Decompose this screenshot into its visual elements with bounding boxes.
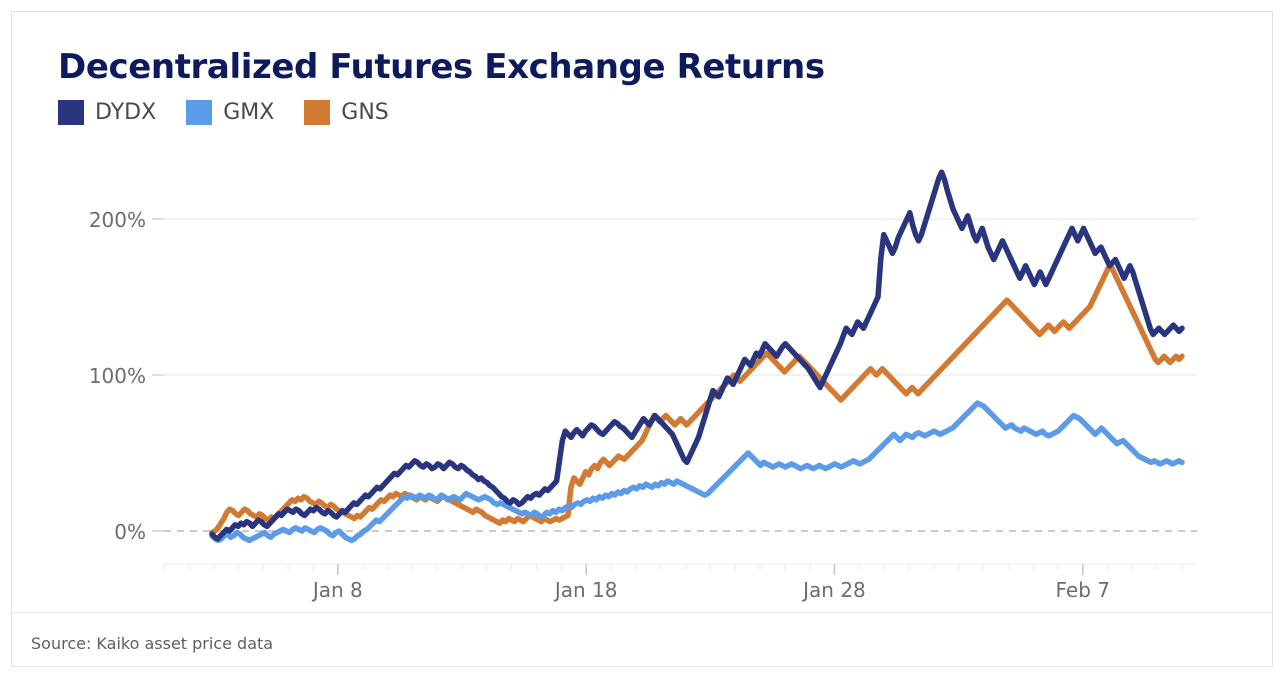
x-tick-label: Jan 8: [311, 578, 363, 602]
legend-swatch-gns: [304, 100, 331, 125]
legend-label-gns: GNS: [341, 99, 389, 125]
x-tick-label: Jan 28: [801, 578, 866, 602]
x-tick-label: Feb 7: [1056, 578, 1111, 602]
legend-item-dydx[interactable]: DYDX: [58, 100, 156, 125]
legend-item-gns[interactable]: GNS: [304, 99, 389, 125]
chart-card: Decentralized Futures Exchange Returns D…: [11, 11, 1273, 667]
y-tick-labels: 0% 100% 200%: [89, 208, 146, 544]
chart-legend: DYDX GMX GNS: [58, 100, 419, 125]
x-tick-marks: [163, 563, 1197, 575]
y-tick-label: 0%: [114, 520, 146, 544]
footer-divider: [12, 612, 1272, 613]
page-title: Decentralized Futures Exchange Returns: [58, 47, 825, 87]
chart-svg: 0% 100% 200% Jan 8 Jan 18 Jan 28 Feb 7: [89, 169, 1197, 602]
y-tick-label: 200%: [89, 208, 146, 232]
legend-label-gmx: GMX: [223, 99, 275, 125]
series-lines: [209, 169, 1185, 544]
legend-swatch-gmx: [186, 100, 213, 125]
y-tick-label: 100%: [89, 364, 146, 388]
legend-swatch-dydx: [58, 100, 84, 125]
legend-label-dydx: DYDX: [95, 99, 157, 125]
plot-area: 0% 100% 200% Jan 8 Jan 18 Jan 28 Feb 7: [12, 12, 1274, 612]
x-tick-labels: Jan 8 Jan 18 Jan 28 Feb 7: [311, 578, 1110, 602]
source-note: Source: Kaiko asset price data: [31, 634, 274, 653]
x-tick-label: Jan 18: [553, 578, 618, 602]
y-tick-marks: [152, 218, 164, 532]
legend-item-gmx[interactable]: GMX: [186, 100, 274, 125]
